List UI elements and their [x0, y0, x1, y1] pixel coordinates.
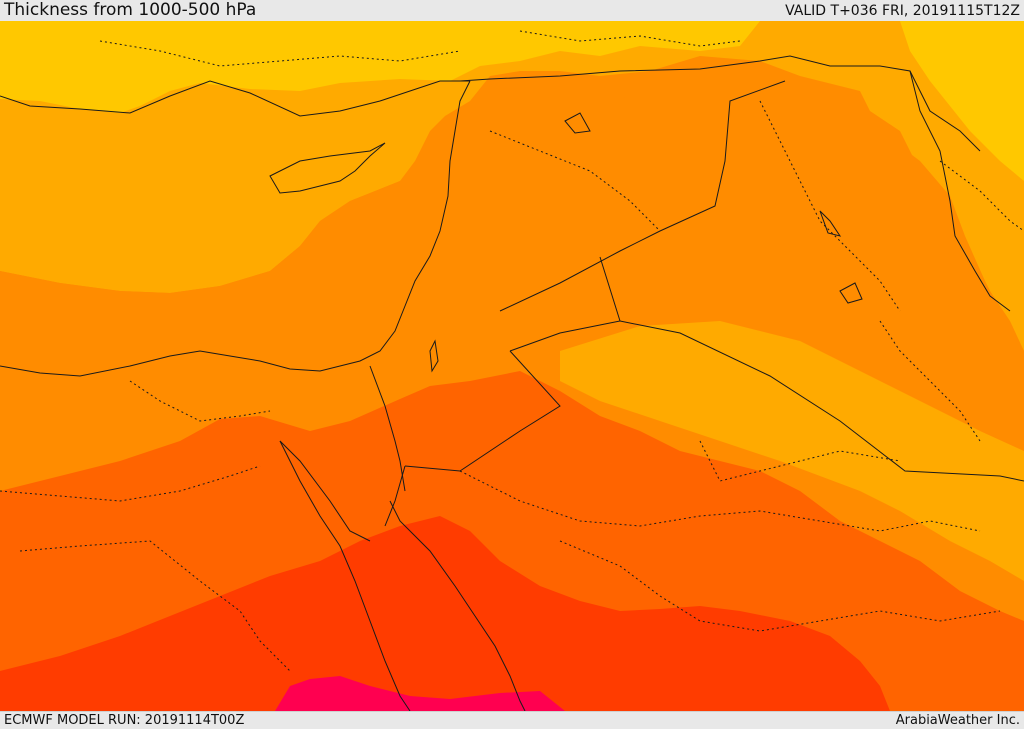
boundary-turkey-2 — [519, 30, 741, 47]
border-syria-iraq-north — [499, 80, 786, 312]
valid-time-label: VALID T+036 FRI, 20191115T12Z — [785, 3, 1020, 19]
boundary-turkey-1 — [99, 40, 461, 67]
border-iraq-saudi — [619, 320, 1024, 482]
boundary-saudi-1 — [459, 470, 981, 532]
map-footer: ECMWF MODEL RUN: 20191114T00Z ArabiaWeat… — [0, 711, 1024, 729]
band-light-orange-mesopotamia — [560, 321, 1024, 581]
boundary-saudi-3 — [699, 440, 901, 482]
coast-levant — [0, 80, 471, 377]
band-light-orange — [0, 21, 1024, 351]
border-turkey-syria — [459, 55, 981, 152]
map-canvas — [0, 21, 1024, 711]
boundary-syria — [489, 130, 661, 232]
band-magenta — [275, 676, 565, 711]
boundary-egypt-2 — [19, 540, 291, 672]
band-yellow-ne — [900, 21, 1024, 181]
coast-redsea-east — [389, 500, 526, 711]
lake-assad — [564, 112, 591, 134]
boundary-saudi-2 — [559, 540, 1001, 632]
coast-turkey-south — [0, 80, 470, 117]
lake-razzaza — [839, 282, 863, 304]
country-borders — [0, 55, 1024, 711]
credit-label: ArabiaWeather Inc. — [895, 713, 1020, 728]
border-sinai-israel — [369, 365, 406, 492]
band-red-orange — [0, 516, 890, 711]
map-header: Thickness from 1000-500 hPa VALID T+036 … — [0, 0, 1024, 22]
band-yellow — [0, 21, 760, 113]
border-jordan-saudi — [404, 350, 561, 472]
gulf-of-suez — [279, 440, 371, 542]
coast-redsea-west — [279, 440, 411, 711]
border-iran-iraq — [909, 70, 1011, 312]
cyprus — [269, 142, 386, 194]
border-iraq-syria — [509, 256, 621, 352]
boundary-egypt-1 — [0, 465, 261, 502]
model-run-label: ECMWF MODEL RUN: 20191114T00Z — [4, 713, 245, 728]
province-boundaries — [0, 30, 1024, 672]
gulf-of-aqaba — [384, 465, 406, 527]
map-title: Thickness from 1000-500 hPa — [4, 0, 257, 20]
dead-sea — [429, 339, 439, 373]
boundary-iran — [939, 160, 1024, 232]
boundary-egypt-3 — [129, 380, 271, 422]
thickness-map — [0, 21, 1024, 711]
